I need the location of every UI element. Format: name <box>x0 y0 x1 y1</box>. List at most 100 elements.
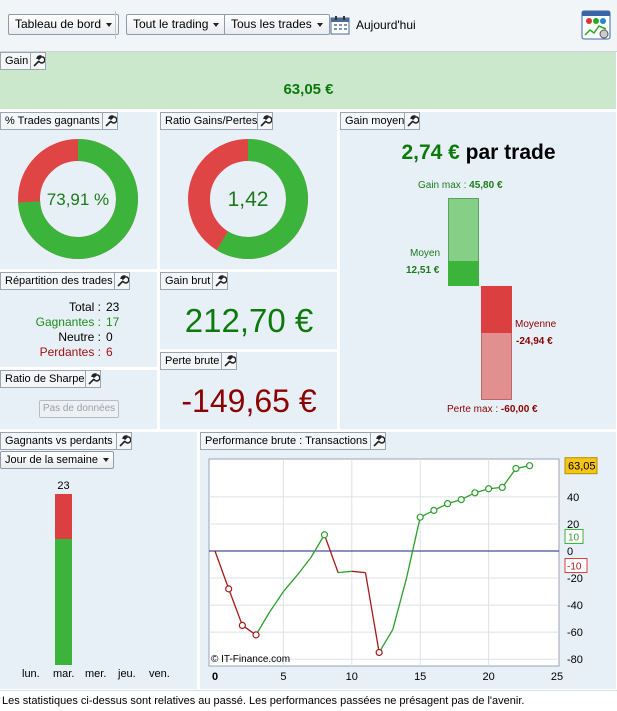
gross-gain-title: Gain brut <box>160 272 216 290</box>
series-segment <box>351 570 366 574</box>
today-label[interactable]: Aujourd'hui <box>356 18 416 32</box>
wrench-icon[interactable] <box>404 112 420 130</box>
trade-distribution-title: Répartition des trades <box>0 272 118 290</box>
distribution-neutral-value: 0 <box>106 330 113 344</box>
series-segment <box>392 577 408 630</box>
dashboard-dropdown[interactable]: Tableau de bord <box>8 14 120 35</box>
average-loss-bar <box>481 286 512 333</box>
wrench-icon[interactable] <box>257 112 273 130</box>
weekday-mon: lun. <box>22 668 40 680</box>
data-point <box>485 485 493 493</box>
performance-chart-panel: Performance brute : Transactions 0 5 10 15 2… <box>200 432 617 690</box>
wrench-icon[interactable] <box>212 272 228 290</box>
win-percentage-panel: % Trades gagnants 73,91 % <box>0 112 158 270</box>
gain-loss-ratio-panel: Ratio Gains/Pertes 1,42 <box>160 112 338 270</box>
winners-vs-losers-panel: Gagnants vs perdants Jour de la semaine … <box>0 432 198 690</box>
average-gain-headline: 2,74 € par trade <box>340 141 616 165</box>
ref-up-tag <box>564 528 584 544</box>
series-segment <box>364 572 380 653</box>
gain-panel-title: Gain <box>0 52 34 70</box>
data-point <box>375 648 383 657</box>
series-segment <box>405 517 421 579</box>
data-point <box>225 585 233 593</box>
trading-dropdown[interactable]: Tout le trading <box>126 14 227 35</box>
chevron-down-icon <box>106 22 113 27</box>
max-gain-caption: Gain max : 45,80 € <box>418 180 503 191</box>
average-gain-panel: Gain moyen 2,74 € par trade Gain max : 4… <box>340 112 617 430</box>
y-tick-label: -40 <box>567 600 583 612</box>
data-point <box>471 489 479 497</box>
distribution-neutral-label: Neutre : <box>58 330 101 344</box>
last-value-label: 63,05 <box>568 461 596 473</box>
average-label: Moyen <box>410 248 441 259</box>
dashboard-settings-icon[interactable] <box>581 10 611 40</box>
distribution-losers-value: 6 <box>106 345 113 359</box>
data-point <box>443 500 452 508</box>
disclaimer-footer: Les statistiques ci-dessus sont relative… <box>0 690 617 708</box>
gain-value: 63,05 € <box>283 81 334 98</box>
ref-down-label: -10 <box>567 562 582 573</box>
plot-area <box>208 458 560 667</box>
average-gain-value: 2,74 € <box>401 141 460 164</box>
y-tick-label: 40 <box>567 492 579 504</box>
win-percentage-value: 73,91 % <box>46 190 110 209</box>
gross-gain-panel: Gain brut 212,70 € <box>160 272 338 350</box>
series-segment <box>269 591 284 613</box>
average-loss-label: Moyenne <box>515 319 557 330</box>
series-segment <box>323 534 339 573</box>
wrench-icon[interactable] <box>30 52 46 70</box>
wrench-icon[interactable] <box>102 112 118 130</box>
average-loss-value: -24,94 € <box>516 336 553 347</box>
trades-dropdown[interactable]: Tous les trades <box>224 14 330 35</box>
gain-loss-ratio-title: Ratio Gains/Pertes <box>160 112 263 130</box>
series-segment <box>214 550 230 590</box>
performance-chart: 0 5 10 15 20 25 40 20 0 -20 -40 -60 -80 63,05 10 -10 © I… <box>208 457 598 683</box>
disclaimer-text: Les statistiques ci-dessus sont relative… <box>2 695 525 707</box>
toolbar-separator <box>115 11 116 39</box>
winners-vs-losers-title: Gagnants vs perdants <box>0 432 118 450</box>
calendar-icon[interactable] <box>330 15 350 35</box>
data-point <box>252 631 260 639</box>
x-tick-label: 15 <box>414 671 426 683</box>
toolbar: Tableau de bord Tout le trading Tous les… <box>0 0 617 52</box>
x-tick-label: 20 <box>482 671 494 683</box>
trade-distribution-panel: Répartition des trades Total : 23 Gagnan… <box>0 272 158 368</box>
distribution-total-value: 23 <box>106 300 120 314</box>
wrench-icon[interactable] <box>85 370 101 388</box>
wrench-icon[interactable] <box>221 352 237 370</box>
wrench-icon[interactable] <box>116 432 132 450</box>
distribution-winners-value: 17 <box>106 315 120 329</box>
chevron-down-icon <box>316 22 323 27</box>
y-tick-label: -20 <box>567 573 583 585</box>
distribution-winners-label: Gagnantes : <box>35 315 101 329</box>
series-segment <box>296 557 312 576</box>
wrench-icon[interactable] <box>114 272 130 290</box>
weekday-bar-total: 23 <box>57 480 70 492</box>
data-point <box>320 531 329 539</box>
average-gain-title: Gain moyen <box>340 112 410 130</box>
weekday-fri: ven. <box>149 668 170 680</box>
sharpe-ratio-panel: Ratio de Sharpe Pas de données <box>0 370 158 430</box>
series-segment <box>378 629 394 653</box>
max-loss-caption: Perte max : -60,00 € <box>447 404 538 415</box>
performance-chart-title: Performance brute : Transactions <box>200 432 373 450</box>
series-segment <box>310 534 325 559</box>
data-point <box>416 513 424 521</box>
no-data-button[interactable]: Pas de données <box>39 400 119 418</box>
gross-gain-value: 212,70 € <box>184 302 314 339</box>
average-gain-bar <box>448 261 479 286</box>
weekday-selector[interactable]: Jour de la semaine <box>0 451 114 469</box>
gross-loss-value: -149,65 € <box>181 383 317 419</box>
data-point <box>498 483 506 492</box>
gross-loss-panel: Perte brute -149,65 € <box>160 352 338 430</box>
donut-win-arc <box>18 139 138 259</box>
wrench-icon[interactable] <box>370 432 386 450</box>
last-value-tag <box>564 457 598 475</box>
gain-panel: Gain 63,05 € <box>0 52 617 110</box>
data-point <box>457 495 465 504</box>
weekday-wed: mer. <box>85 668 107 680</box>
series-segment <box>501 468 517 488</box>
win-percentage-title: % Trades gagnants <box>0 112 105 130</box>
weekday-selector-label: Jour de la semaine <box>5 454 98 466</box>
distribution-losers-label: Perdantes : <box>39 345 101 359</box>
